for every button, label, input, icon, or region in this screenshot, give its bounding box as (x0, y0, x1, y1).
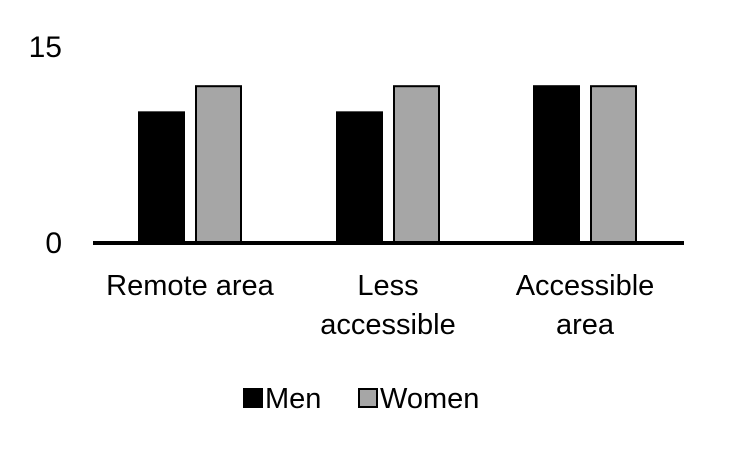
category-label: accessible (320, 309, 455, 341)
category-label: Accessible (516, 270, 655, 302)
bar-men-1 (336, 111, 383, 245)
legend-label-men: Men (265, 383, 321, 415)
category-label: area (556, 309, 615, 341)
category-label: Less (357, 270, 418, 302)
y-tick-labels: 0 15 (29, 31, 62, 260)
bar-women-0 (195, 85, 242, 244)
bar-men-0 (138, 111, 185, 245)
bar-women-1 (393, 85, 440, 244)
category-label: Remote area (106, 270, 275, 302)
legend: Men Women (243, 383, 479, 415)
legend-swatch-women (358, 388, 378, 408)
y-tick-label: 15 (29, 31, 62, 64)
bar-women-2 (590, 85, 637, 244)
y-tick-label: 0 (45, 227, 62, 260)
bars-group (138, 85, 637, 245)
legend-label-women: Women (380, 383, 479, 415)
legend-swatch-men (243, 388, 263, 408)
category-labels: Remote area Less accessible Accessible area (106, 270, 654, 341)
bar-men-2 (533, 85, 580, 244)
